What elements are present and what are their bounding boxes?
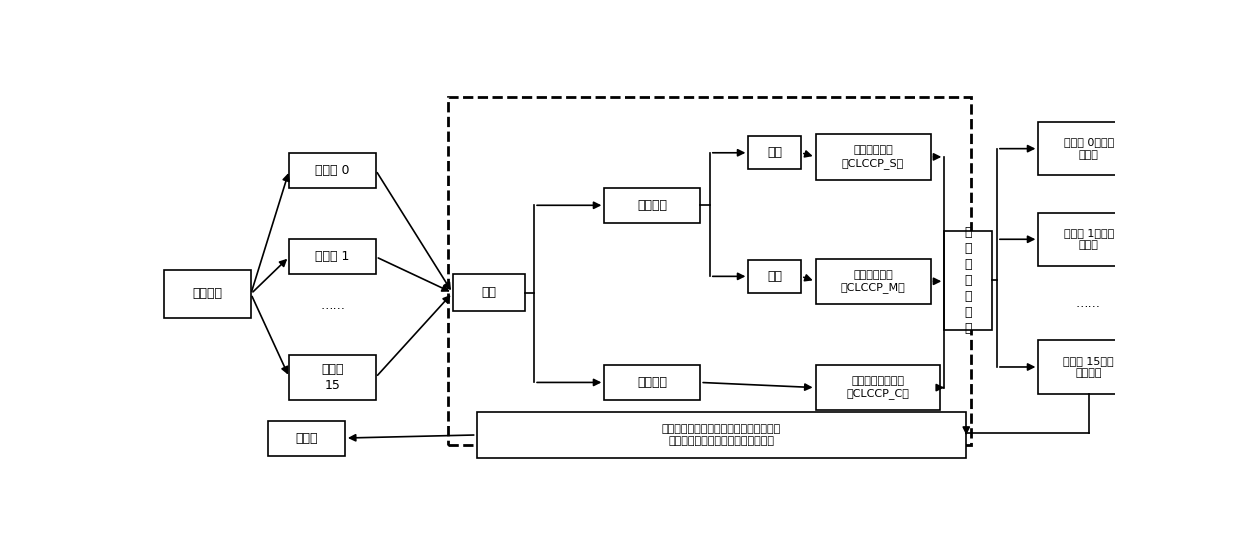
Text: 进行中心像素编码
（CLCCP_C）: 进行中心像素编码 （CLCCP_C） xyxy=(846,376,909,399)
FancyBboxPatch shape xyxy=(605,188,700,223)
Text: 局部差分: 局部差分 xyxy=(637,199,668,212)
FancyBboxPatch shape xyxy=(605,365,700,400)
FancyBboxPatch shape xyxy=(815,134,930,180)
FancyBboxPatch shape xyxy=(290,355,375,400)
Text: 图像块 15的直
方图特征: 图像块 15的直 方图特征 xyxy=(1063,356,1114,378)
FancyBboxPatch shape xyxy=(1038,340,1139,394)
FancyBboxPatch shape xyxy=(452,274,524,311)
Text: 幅度: 幅度 xyxy=(767,270,782,283)
Text: 图像块 0: 图像块 0 xyxy=(315,164,349,177)
Text: 符号: 符号 xyxy=(767,146,782,159)
FancyBboxPatch shape xyxy=(815,258,930,304)
FancyBboxPatch shape xyxy=(748,260,802,293)
FancyBboxPatch shape xyxy=(1038,212,1139,266)
Text: ……: …… xyxy=(320,299,344,312)
FancyBboxPatch shape xyxy=(477,412,966,457)
Text: 进行符号编码
（CLCCP_S）: 进行符号编码 （CLCCP_S） xyxy=(843,145,904,169)
Text: 直
方
图
特
征
提
取: 直 方 图 特 征 提 取 xyxy=(964,226,971,335)
FancyBboxPatch shape xyxy=(290,239,375,274)
Text: 插值: 插值 xyxy=(481,286,496,299)
FancyBboxPatch shape xyxy=(165,270,250,318)
Text: 图像块
15: 图像块 15 xyxy=(321,363,343,392)
Text: 原始图像: 原始图像 xyxy=(193,287,223,300)
Text: 进行幅度编码
（CLCCP_M）: 进行幅度编码 （CLCCP_M） xyxy=(841,270,906,293)
FancyBboxPatch shape xyxy=(748,136,802,169)
Text: 分类器: 分类器 xyxy=(295,432,318,445)
FancyBboxPatch shape xyxy=(290,153,375,188)
Text: 连接所有图像块的直方图特征，构建原始
图像的完备局部凸凹模式直方图特征: 连接所有图像块的直方图特征，构建原始 图像的完备局部凸凹模式直方图特征 xyxy=(662,424,781,446)
Text: 图像块 1的直方
图特征: 图像块 1的直方 图特征 xyxy=(1063,228,1114,250)
FancyBboxPatch shape xyxy=(944,231,992,330)
FancyBboxPatch shape xyxy=(268,421,344,456)
Text: 中心像素: 中心像素 xyxy=(637,376,668,389)
FancyBboxPatch shape xyxy=(815,365,940,410)
Text: ……: …… xyxy=(1075,296,1100,310)
Text: 图像块 0的直方
图特征: 图像块 0的直方 图特征 xyxy=(1063,137,1114,160)
Text: 图像块 1: 图像块 1 xyxy=(316,250,349,263)
FancyBboxPatch shape xyxy=(1038,122,1139,175)
